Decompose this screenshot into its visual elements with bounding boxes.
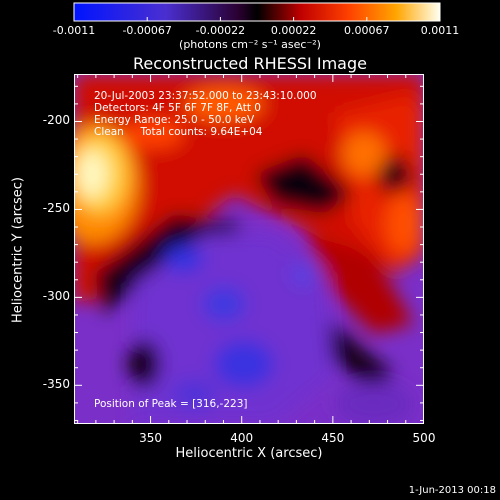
x-tick-label: 500 bbox=[412, 431, 436, 445]
y-tick-label: -350 bbox=[42, 377, 70, 392]
axis-ticks bbox=[74, 74, 424, 424]
annotation-peak: Position of Peak = [316,-223] bbox=[94, 398, 248, 410]
y-tick-label: -250 bbox=[42, 201, 70, 216]
annotation-detectors: Detectors: 4F 5F 6F 7F 8F, Att 0 bbox=[94, 102, 261, 114]
annotation-energy: Energy Range: 25.0 - 50.0 keV bbox=[94, 114, 255, 126]
x-tick-label: 400 bbox=[230, 431, 254, 445]
colorbar-tick-label: 0.00022 bbox=[270, 24, 317, 37]
x-tick-label: 350 bbox=[139, 431, 163, 445]
colorbar-tick-label: 0.00067 bbox=[344, 24, 390, 37]
y-tick-label: -300 bbox=[42, 289, 70, 304]
heatmap-plot bbox=[74, 74, 424, 424]
colorbar-tick-label: -0.00022 bbox=[195, 24, 246, 37]
colorbar bbox=[73, 2, 441, 22]
footer-date: 1-Jun-2013 00:18 bbox=[408, 485, 496, 496]
heatmap-image bbox=[74, 74, 424, 424]
colorbar-unit-label: (photons cm⁻² s⁻¹ asec⁻²) bbox=[179, 38, 321, 51]
colorbar-tick-label: -0.00067 bbox=[122, 24, 172, 37]
colorbar-tick-label: -0.0011 bbox=[52, 24, 96, 37]
plot-frame bbox=[74, 74, 424, 424]
y-tick-label: -200 bbox=[42, 113, 70, 128]
annotation-time: 20-Jul-2003 23:37:52.000 to 23:43:10.000 bbox=[94, 90, 317, 102]
chart-title: Reconstructed RHESSI Image bbox=[133, 54, 367, 73]
x-tick-label: 450 bbox=[321, 431, 345, 445]
x-axis-label: Heliocentric X (arcsec) bbox=[175, 446, 323, 461]
colorbar-gradient bbox=[73, 2, 441, 22]
y-axis-label: Heliocentric Y (arcsec) bbox=[10, 177, 26, 323]
colorbar-ticks bbox=[73, 17, 441, 21]
colorbar-tick-label: 0.0011 bbox=[420, 24, 460, 37]
annotation-counts: Clean Total counts: 9.64E+04 bbox=[94, 126, 263, 138]
